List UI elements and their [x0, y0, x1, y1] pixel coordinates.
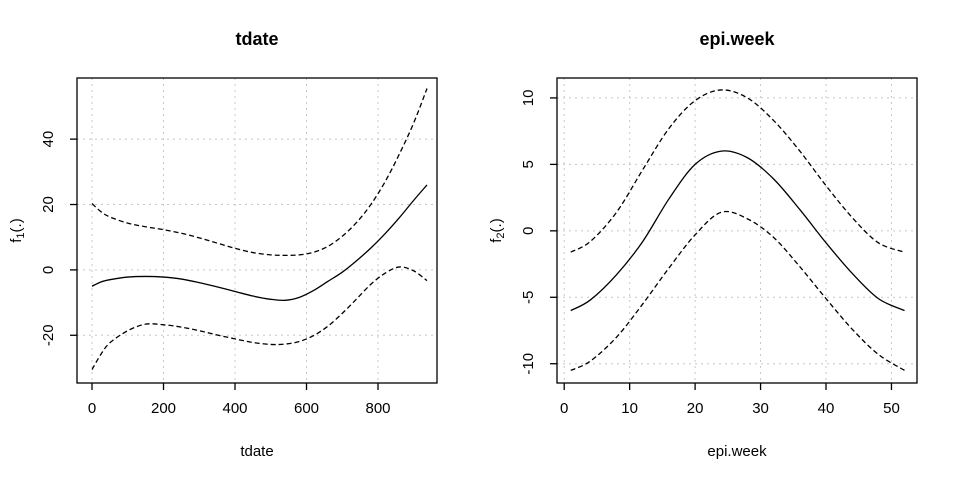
chart-tdate: 0 200 400 600 800 -20 0 20 40 tdate tdate f1(.)	[8, 29, 438, 460]
y-tick-label: -10	[520, 353, 537, 375]
curve-lower-ci	[91, 266, 428, 370]
y-tick-label: 10	[520, 90, 537, 107]
y-tick-label: 40	[40, 131, 57, 148]
x-tick-label: 800	[365, 400, 390, 417]
x-axis-label: tdate	[240, 443, 273, 460]
x-tick-label: 10	[621, 400, 638, 417]
y-tick-label: 0	[520, 227, 537, 235]
x-tick-label: 50	[883, 400, 900, 417]
curve-fit	[91, 184, 428, 302]
chart-title: tdate	[235, 29, 278, 49]
x-tick-label: 0	[88, 400, 96, 417]
curve-fit	[570, 150, 905, 312]
curve-upper-ci	[91, 88, 428, 256]
x-tick-label: 600	[294, 400, 319, 417]
x-axis-label: epi.week	[707, 443, 767, 460]
y-tick-label: 20	[40, 196, 57, 213]
x-tick-label: 0	[560, 400, 568, 417]
y-tick-label: -20	[40, 324, 57, 346]
x-tick-label: 400	[222, 400, 247, 417]
panel-epi-week: 0 10 20 30 40 50 -10 -5 0 5 10 epi.week epi.week f2(.…	[480, 0, 960, 480]
y-axis-label: f2(.)	[488, 218, 507, 242]
chart-title: epi.week	[699, 29, 775, 49]
plot-box	[76, 77, 438, 384]
y-axis-label: f1(.)	[8, 218, 27, 242]
curve-lower-ci	[570, 210, 905, 371]
panel-tdate: 0 200 400 600 800 -20 0 20 40 tdate tdate f1(.)	[8, 29, 438, 460]
chart-epi-week: 0 10 20 30 40 50 -10 -5 0 5 10 epi.week epi.week f2(.…	[488, 29, 918, 460]
y-tick-label: 5	[520, 160, 537, 168]
y-tick-label: -5	[520, 291, 537, 304]
x-tick-label: 200	[151, 400, 176, 417]
x-tick-label: 30	[752, 400, 769, 417]
y-tick-label: 0	[40, 266, 57, 274]
x-tick-label: 40	[818, 400, 835, 417]
curve-upper-ci	[570, 89, 905, 253]
x-tick-label: 20	[687, 400, 704, 417]
